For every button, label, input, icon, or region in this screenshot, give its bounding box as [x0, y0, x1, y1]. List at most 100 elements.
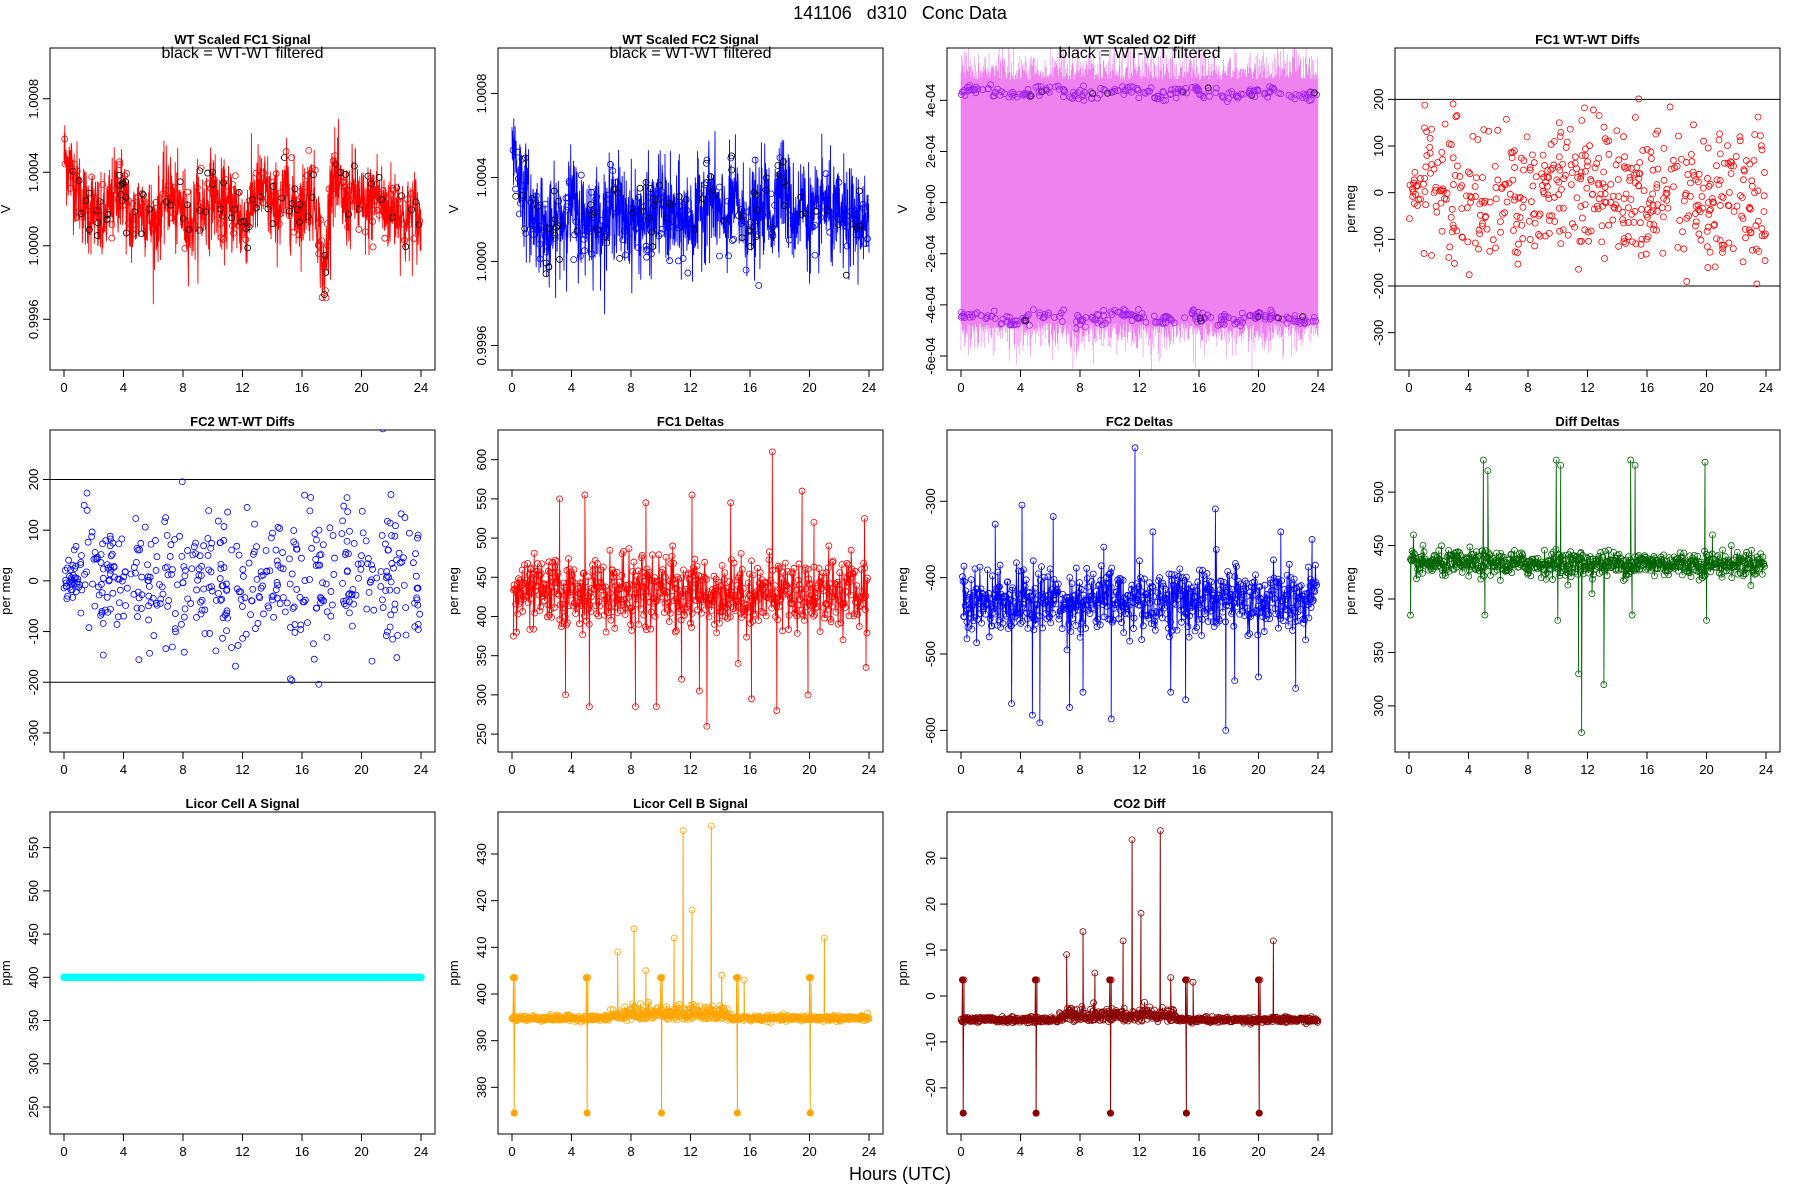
data-point [1129, 594, 1136, 602]
data-point [1622, 239, 1630, 247]
data-point [802, 209, 810, 217]
data-point [398, 192, 406, 200]
data-point [977, 610, 984, 617]
data-point [551, 231, 559, 239]
data-point [219, 614, 227, 622]
data-point [1649, 190, 1657, 198]
data-point [753, 217, 761, 224]
data-point [1069, 615, 1076, 623]
data-point [828, 602, 836, 610]
data-point [1588, 191, 1596, 198]
data-point [1184, 623, 1192, 630]
chart-title: FC1 WT-WT Diffs [1535, 32, 1640, 47]
data-point [1132, 595, 1140, 603]
data-point [1481, 213, 1489, 221]
data-point [639, 568, 646, 576]
data-point [104, 608, 112, 616]
data-point [1557, 553, 1565, 561]
y-tick-label: -300 [26, 720, 41, 746]
data-point [93, 555, 101, 563]
data-point [181, 244, 189, 252]
data-point [1422, 163, 1430, 171]
data-point [523, 577, 530, 584]
x-tick-label: 4 [120, 1144, 127, 1159]
data-point [741, 608, 749, 615]
data-point [1613, 127, 1621, 135]
data-point [1111, 87, 1118, 95]
data-point [174, 581, 181, 589]
data-point [534, 560, 541, 567]
data-point [70, 160, 78, 168]
data-point [287, 624, 294, 631]
data-point [1003, 578, 1011, 586]
data-point [1038, 563, 1045, 571]
data-point [740, 976, 748, 984]
data-point [961, 92, 969, 99]
data-point [762, 612, 770, 620]
series-line [511, 118, 870, 315]
data-point [1471, 239, 1479, 247]
data-point [728, 166, 736, 174]
data-point [1051, 314, 1058, 321]
data-point [1022, 604, 1030, 612]
data-point [1490, 559, 1498, 566]
data-point [636, 184, 644, 192]
data-point [1635, 182, 1643, 190]
data-point [1003, 313, 1011, 320]
data-point [1564, 581, 1572, 589]
data-point [1686, 192, 1694, 200]
data-point [1234, 603, 1241, 611]
data-point [187, 600, 195, 607]
data-point [573, 603, 581, 611]
data-point [304, 213, 312, 221]
data-point [317, 551, 325, 558]
y-tick-label: 550 [26, 837, 41, 859]
data-point [1253, 609, 1261, 617]
data-point [1741, 225, 1749, 233]
data-point [1660, 176, 1668, 184]
data-point [1433, 208, 1441, 216]
data-point [386, 586, 394, 594]
data-point [1194, 308, 1202, 316]
data-point [1223, 98, 1231, 106]
data-point [1205, 87, 1213, 95]
data-point [738, 205, 746, 213]
data-point [1042, 86, 1050, 94]
data-point [1529, 151, 1536, 159]
data-point [779, 568, 787, 576]
data-point [223, 627, 230, 635]
data-point [642, 499, 650, 507]
data-point [68, 586, 76, 594]
data-point [1605, 221, 1613, 229]
data-point [260, 169, 268, 177]
data-point [594, 566, 602, 574]
data-point [403, 195, 411, 203]
data-point [990, 307, 998, 315]
data-point [739, 585, 747, 592]
data-point [815, 565, 823, 572]
data-point [566, 589, 574, 596]
data-point [113, 621, 121, 628]
data-point [1308, 595, 1316, 603]
data-point [1513, 555, 1521, 563]
data-point [618, 572, 626, 579]
data-point [197, 598, 204, 606]
data-point [1106, 570, 1113, 578]
data-point [774, 162, 782, 169]
data-point [774, 562, 782, 570]
data-point [742, 604, 750, 612]
data-point [1699, 184, 1707, 192]
data-point [641, 584, 649, 592]
data-point [1437, 199, 1445, 207]
data-point [1505, 179, 1513, 187]
x-tick-label: 0 [1405, 380, 1412, 395]
y-tick-label: 0.9996 [474, 326, 489, 366]
data-point [281, 608, 289, 616]
data-point [108, 187, 116, 195]
data-point [753, 206, 761, 214]
data-point [623, 600, 631, 608]
data-point [178, 552, 186, 560]
data-point [552, 224, 560, 231]
data-point [619, 197, 627, 205]
data-point [1713, 176, 1721, 184]
